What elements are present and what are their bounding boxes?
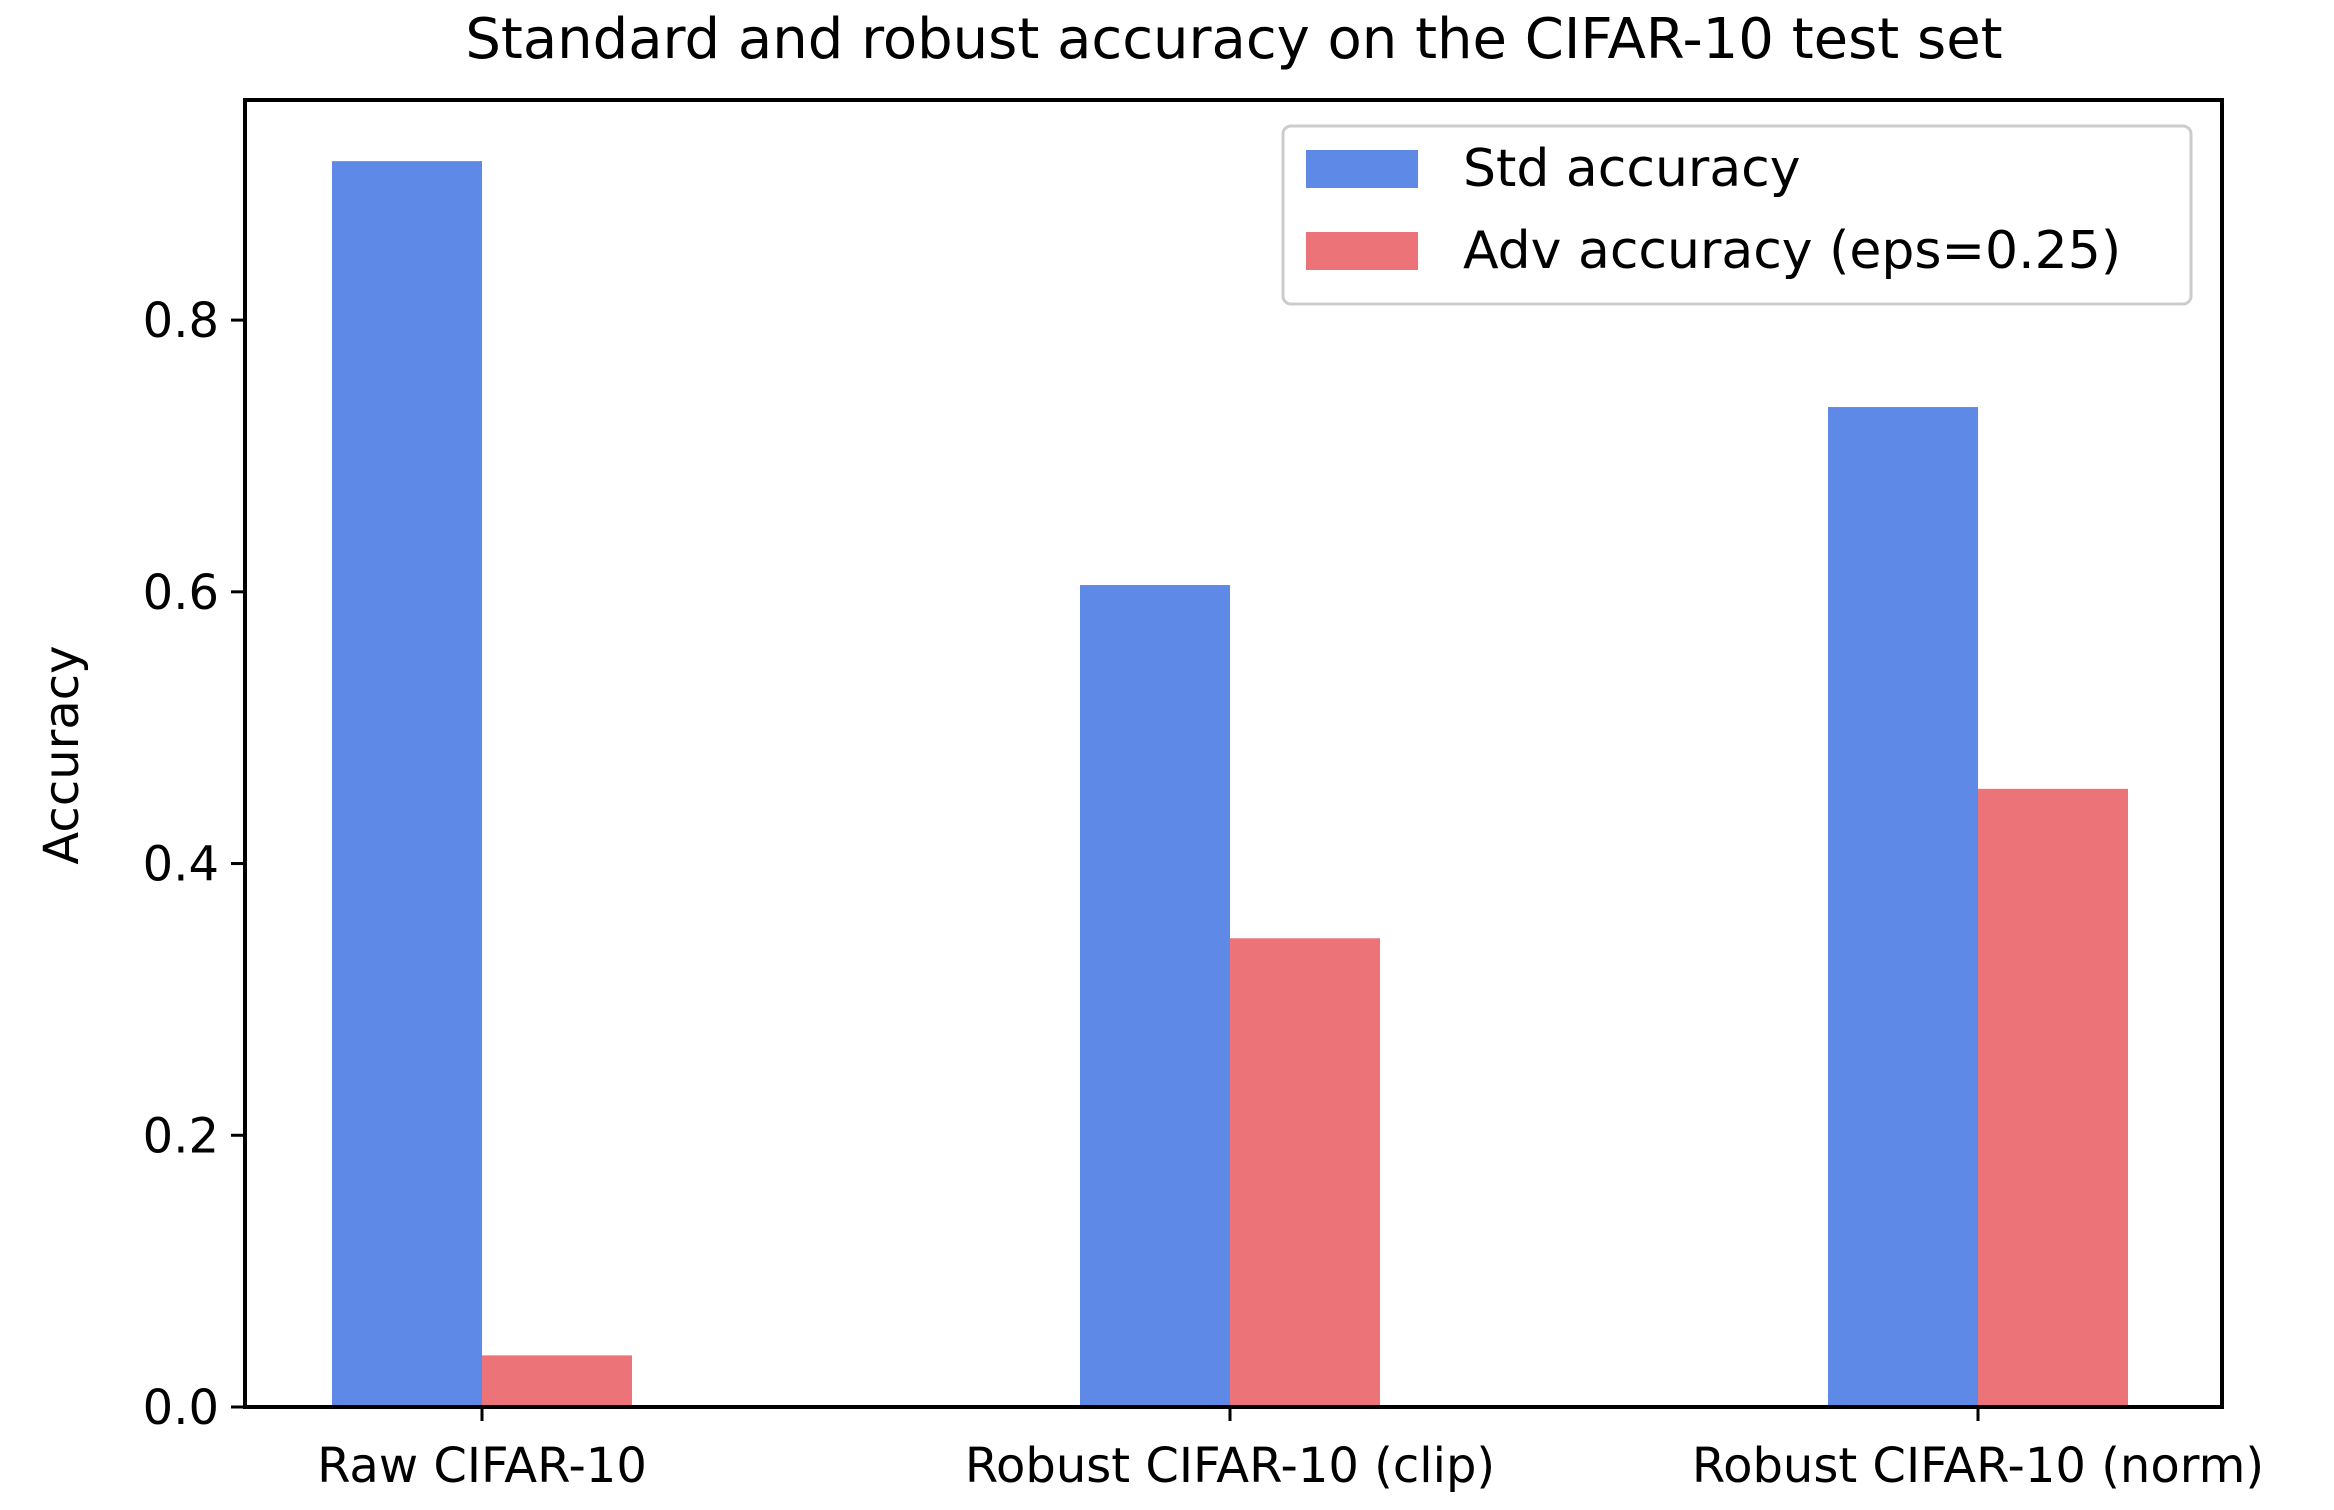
plot-frame [243, 98, 2224, 1409]
legend-label-adv: Adv accuracy (eps=0.25) [1463, 221, 2121, 281]
bar-std-2 [1828, 407, 1978, 1407]
bar-std-1 [1080, 585, 1230, 1407]
chart-title: Standard and robust accuracy on the CIFA… [465, 7, 2002, 72]
bars-group [332, 161, 2128, 1407]
y-tick-label: 0.4 [143, 837, 219, 893]
bar-adv-2 [1978, 788, 2128, 1407]
legend: Std accuracy Adv accuracy (eps=0.25) [1281, 124, 2193, 306]
legend-swatch-adv [1306, 232, 1418, 270]
bar-std-0 [332, 161, 482, 1407]
bar-adv-0 [482, 1355, 632, 1407]
y-tick-label: 0.8 [143, 293, 219, 349]
y-axis-ticks: 0.0 0.2 0.4 0.6 0.8 [143, 293, 245, 1436]
bar-adv-1 [1230, 938, 1380, 1407]
x-tick-label: Robust CIFAR-10 (norm) [1692, 1438, 2264, 1494]
x-tick-label: Raw CIFAR-10 [317, 1438, 647, 1494]
legend-swatch-std [1306, 150, 1418, 188]
legend-label-std: Std accuracy [1463, 139, 1801, 199]
x-axis-ticks: Raw CIFAR-10 Robust CIFAR-10 (clip) Robust… [317, 1407, 2264, 1494]
x-tick-label: Robust CIFAR-10 (clip) [965, 1438, 1495, 1494]
legend-box [1281, 124, 2193, 306]
y-tick-label: 0.0 [143, 1380, 219, 1436]
y-tick-label: 0.6 [143, 565, 219, 621]
y-axis-label: Accuracy [34, 645, 90, 864]
y-tick-label: 0.2 [143, 1108, 219, 1164]
